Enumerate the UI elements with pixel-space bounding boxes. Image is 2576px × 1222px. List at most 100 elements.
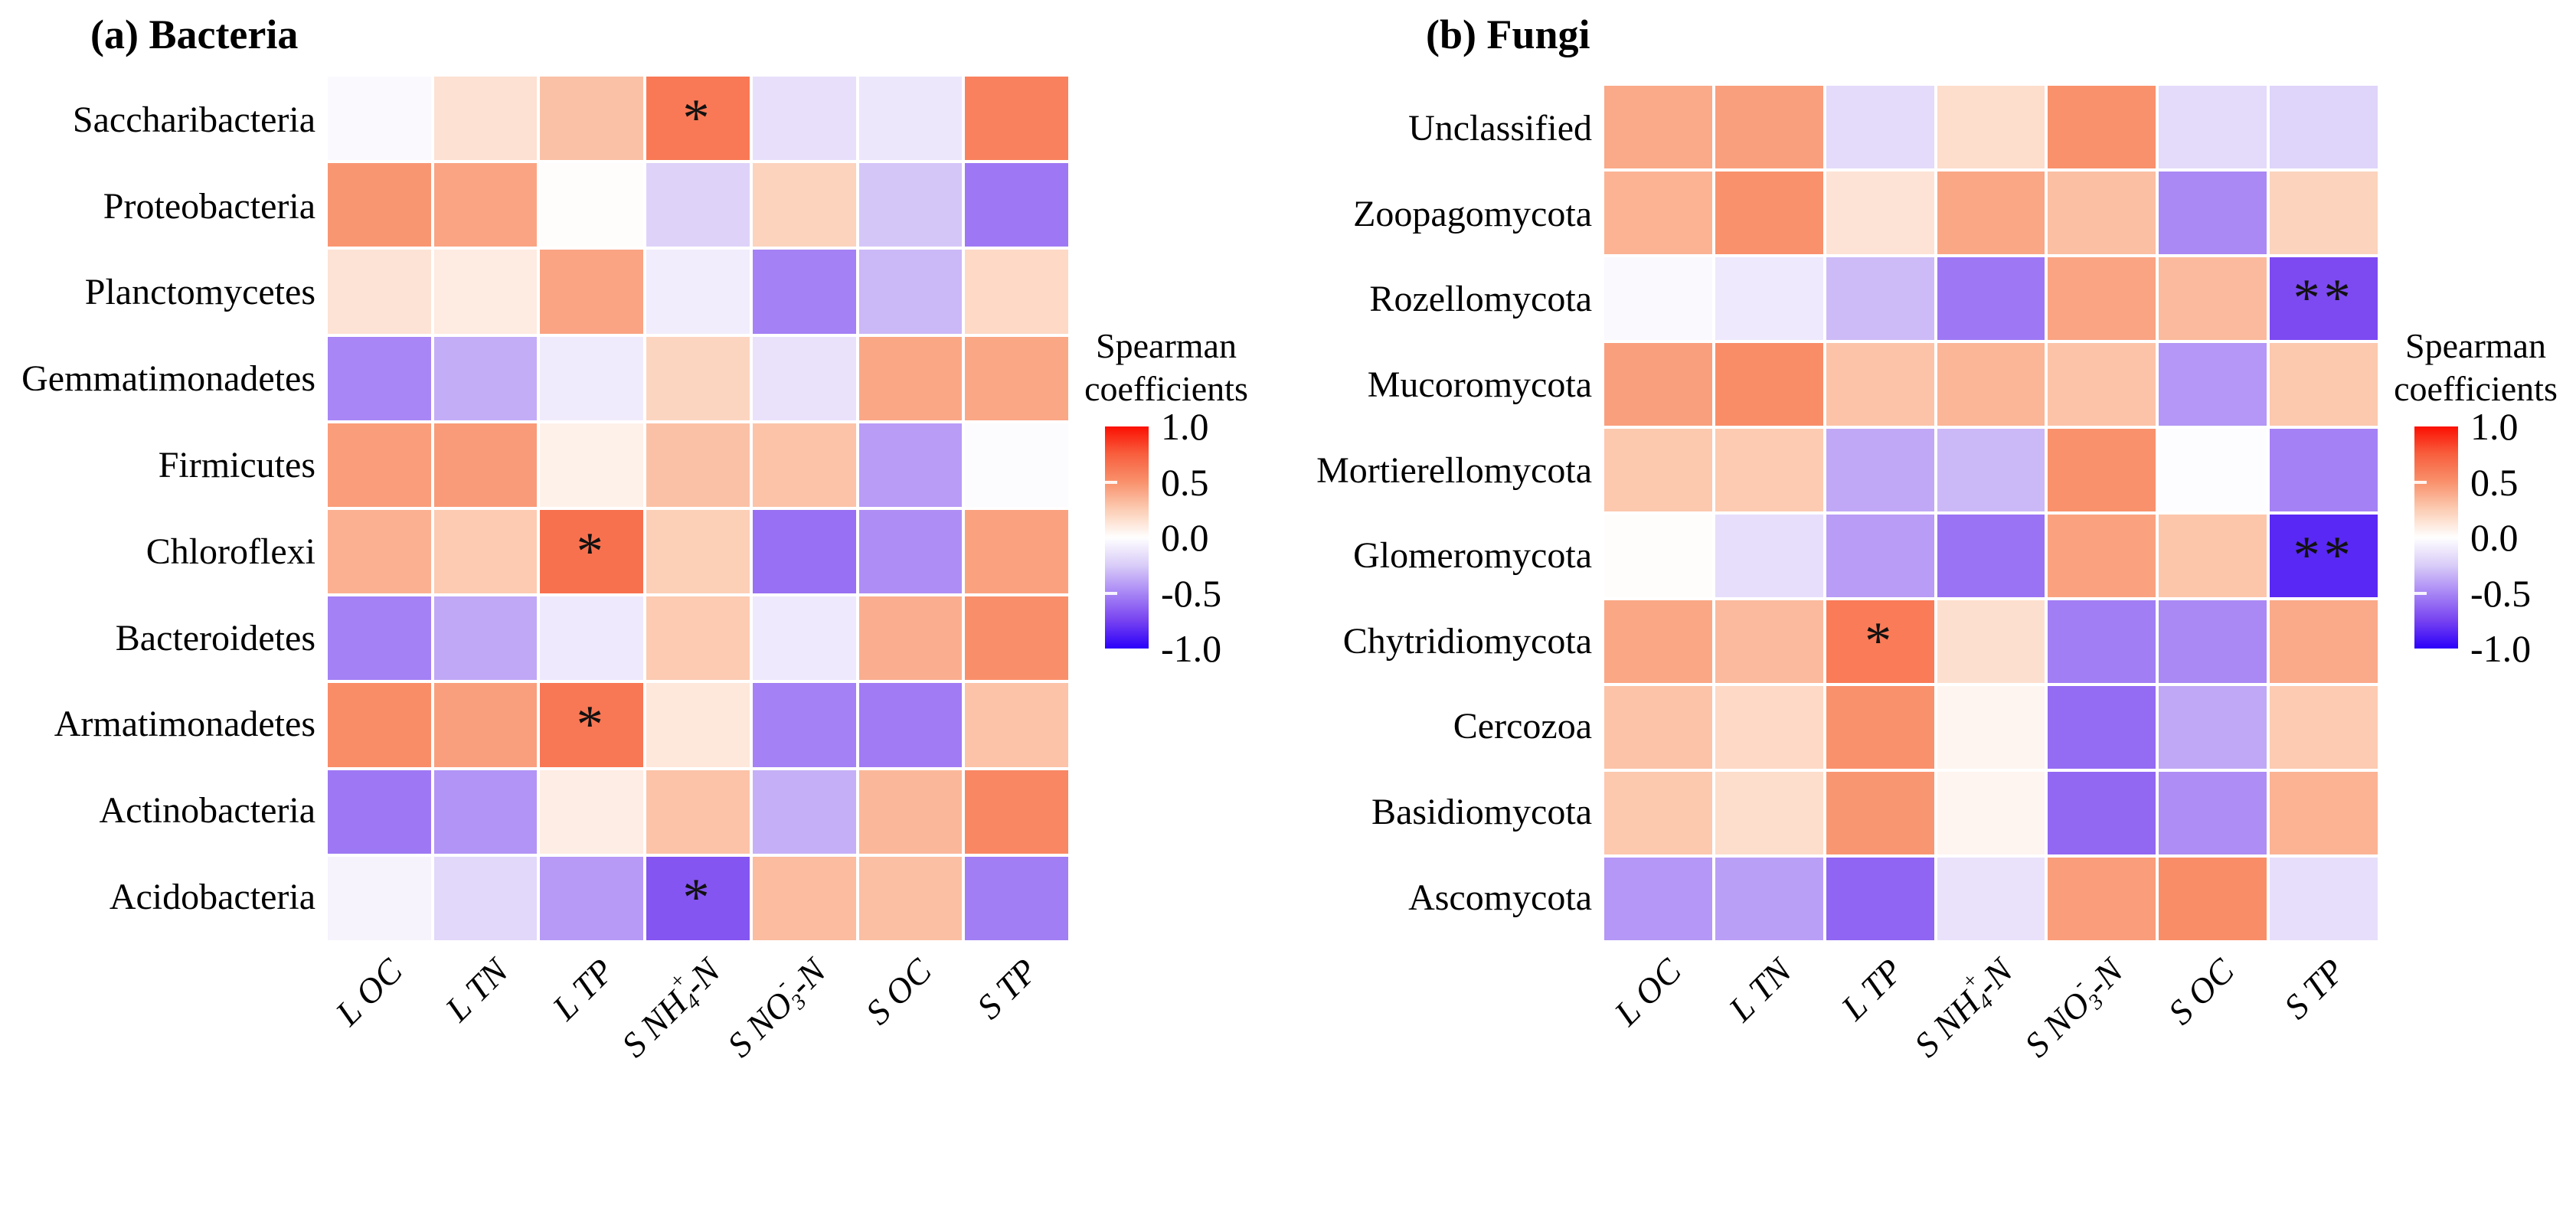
heatmap-cell (1826, 257, 1934, 340)
heatmap-cell (1826, 515, 1934, 597)
heatmap-cell (646, 423, 750, 507)
heatmap-cell (1604, 86, 1712, 168)
legend-colorbar (1105, 426, 1149, 649)
legend-tick-label: 0.0 (1161, 516, 1209, 559)
legend-tick-label: 0.5 (1161, 460, 1209, 504)
heatmap-cell (752, 596, 856, 681)
heatmap-cell (328, 336, 431, 420)
heatmap-cell (1604, 257, 1712, 340)
heatmap-cell (1715, 429, 1823, 511)
heatmap-cell (433, 769, 538, 854)
heatmap-cell (2159, 429, 2267, 511)
heatmap-cell (1604, 772, 1712, 854)
heatmap-cell: * (646, 856, 750, 940)
heatmap-cell (433, 509, 538, 594)
heatmap-cell (965, 336, 1068, 420)
heatmap-cell (540, 856, 644, 940)
legend-minor-tick (2414, 591, 2427, 595)
heatmap-cell (858, 423, 963, 507)
heatmap-cell (1826, 172, 1934, 254)
heatmap-cell (1826, 686, 1934, 769)
row-label: Firmicutes (158, 445, 315, 486)
heatmap-cell: * (646, 77, 750, 161)
heatmap-cell (646, 509, 750, 594)
row-label: Acidobacteria (109, 877, 315, 918)
heatmap-cell (965, 596, 1068, 681)
row-label: Basidiomycota (1371, 792, 1592, 833)
row-label: Actinobacteria (99, 790, 315, 832)
heatmap-cell (965, 423, 1068, 507)
row-label: Rozellomycota (1369, 279, 1592, 320)
heatmap-cell (752, 423, 856, 507)
legend-tick-label: -1.0 (1161, 627, 1222, 670)
heatmap-cell (2048, 172, 2156, 254)
heatmap-cell (752, 856, 856, 940)
heatmap-cell (858, 769, 963, 854)
legend-tick-label: -1.0 (2470, 627, 2532, 670)
heatmap-cell (328, 509, 431, 594)
heatmap-cell (965, 509, 1068, 594)
heatmap-cell (646, 250, 750, 334)
heatmap-cell (433, 856, 538, 940)
heatmap-cell (1826, 343, 1934, 426)
legend-minor-tick (2414, 480, 2427, 484)
heatmap-cell (1604, 172, 1712, 254)
heatmap-cell (2159, 772, 2267, 854)
heatmap-cell (2270, 600, 2378, 683)
legend-title-line: Spearman (1096, 326, 1237, 365)
row-label: Mortierellomycota (1316, 449, 1592, 491)
panel-a-title: (a) Bacteria (90, 11, 299, 57)
row-label: Mucoromycota (1367, 364, 1592, 406)
heatmap-cell (858, 509, 963, 594)
heatmap-cell (1715, 343, 1823, 426)
heatmap-cell (752, 336, 856, 420)
heatmap-cell (752, 163, 856, 247)
heatmap-cell (2159, 686, 2267, 769)
heatmap-cell (2159, 858, 2267, 940)
legend-title-line: coefficients (1084, 369, 1248, 409)
heatmap-cell (1937, 858, 2045, 940)
row-label: Planctomycetes (84, 272, 315, 313)
heatmap-cell (858, 856, 963, 940)
row-label: Bacteroidetes (115, 617, 315, 658)
heatmap-cell (965, 856, 1068, 940)
heatmap-cell (1937, 515, 2045, 597)
heatmap-cell (540, 769, 644, 854)
heatmap-cell (646, 596, 750, 681)
heatmap-cell (433, 250, 538, 334)
legend-tick-label: -0.5 (1161, 571, 1222, 615)
heatmap-cell (2048, 686, 2156, 769)
row-label: Cercozoa (1453, 706, 1592, 747)
heatmap-cell (1715, 257, 1823, 340)
legend-title-line: Spearman (2405, 326, 2546, 365)
heatmap-cell (2270, 772, 2378, 854)
heatmap-cell (646, 336, 750, 420)
heatmap-cell (858, 683, 963, 767)
heatmap-cell (1604, 858, 1712, 940)
heatmap-cell: ** (2270, 515, 2378, 597)
heatmap-cell (752, 769, 856, 854)
heatmap-cell (2270, 429, 2378, 511)
heatmap-cell (1937, 343, 2045, 426)
heatmap-cell (858, 77, 963, 161)
heatmap-cell (328, 423, 431, 507)
heatmap-cell (328, 856, 431, 940)
heatmap-cell (2159, 257, 2267, 340)
heatmap-cell (328, 163, 431, 247)
heatmap-cell (752, 509, 856, 594)
heatmap-cell (1604, 600, 1712, 683)
heatmap-cell (2048, 257, 2156, 340)
row-label: Chytridiomycota (1342, 620, 1592, 662)
heatmap-cell (2048, 86, 2156, 168)
row-label: Armatimonadetes (54, 704, 315, 745)
heatmap-cell: ** (2270, 257, 2378, 340)
heatmap-cell: * (540, 509, 644, 594)
heatmap-cell (433, 683, 538, 767)
figure-correlation-heatmaps: { "colors": { "background": "#ffffff", "… (21, 11, 2558, 1065)
panel-b-heatmap: ** ** * (1604, 86, 2378, 940)
heatmap-cell (433, 77, 538, 161)
heatmap-cell (433, 163, 538, 247)
heatmap-cell (2159, 515, 2267, 597)
heatmap-cell (433, 596, 538, 681)
heatmap-cell (858, 336, 963, 420)
